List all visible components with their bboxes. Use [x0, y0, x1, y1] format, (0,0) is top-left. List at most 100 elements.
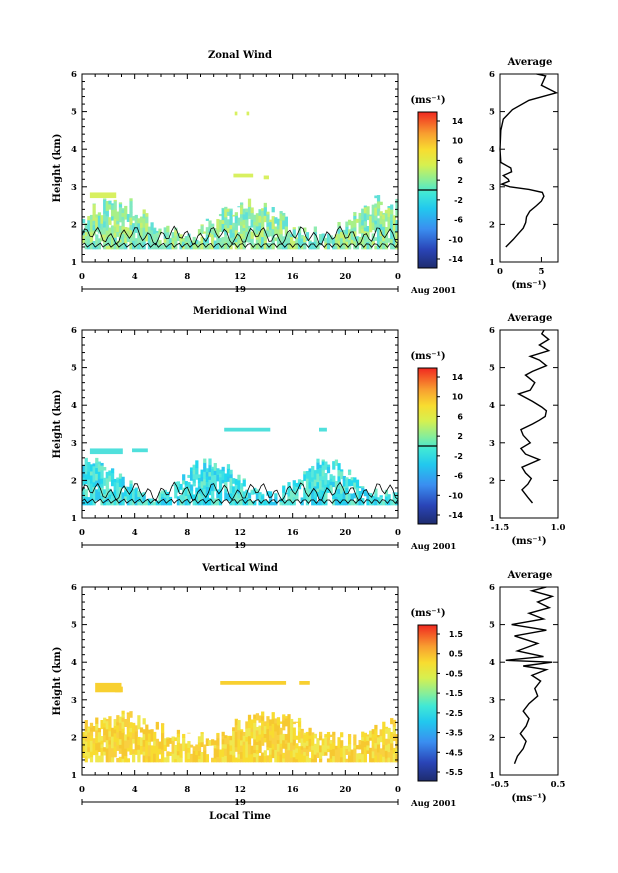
data-cell — [216, 474, 220, 482]
data-cell — [384, 209, 389, 214]
data-cell — [113, 244, 117, 250]
data-cell — [121, 492, 125, 500]
data-cell — [155, 738, 159, 747]
data-cell — [321, 486, 325, 491]
data-cell — [84, 458, 88, 466]
data-cell — [121, 728, 125, 733]
data-cell — [392, 756, 396, 763]
data-cell — [340, 469, 344, 472]
data-cell — [266, 746, 270, 751]
data-cell — [255, 220, 260, 227]
data-cell — [240, 496, 244, 506]
data-cell — [218, 213, 223, 217]
data-cell — [179, 494, 183, 500]
data-cell — [384, 744, 389, 751]
data-cell — [134, 217, 138, 227]
data-cell — [203, 471, 207, 480]
data-cell — [110, 244, 115, 250]
data-cell — [221, 466, 225, 472]
data-cell — [350, 749, 354, 754]
y-tick-label: 4 — [71, 145, 77, 155]
data-cell — [337, 481, 341, 489]
data-cell — [261, 736, 265, 746]
data-cell — [387, 738, 391, 744]
data-cell — [371, 738, 375, 747]
data-cell — [116, 745, 120, 751]
data-cell — [224, 488, 228, 493]
data-cell — [100, 483, 104, 488]
data-cell — [268, 219, 273, 223]
data-cell — [216, 225, 220, 230]
data-cell — [182, 733, 186, 738]
data-cell — [355, 236, 360, 241]
data-cell — [237, 217, 241, 226]
data-cell — [240, 204, 244, 208]
data-cell — [316, 501, 320, 506]
data-cell — [118, 730, 123, 740]
data-cell — [268, 229, 273, 237]
data-cell — [358, 758, 362, 763]
data-cell — [97, 484, 102, 492]
data-cell — [229, 210, 233, 217]
data-cell — [290, 498, 294, 503]
data-cell — [147, 729, 152, 734]
data-cell — [255, 489, 260, 494]
data-cell — [108, 488, 112, 495]
data-cell — [103, 466, 107, 471]
data-cell — [205, 227, 209, 231]
data-cell — [329, 478, 333, 482]
data-cell — [220, 681, 287, 685]
data-cell — [121, 240, 125, 250]
data-cell — [179, 757, 183, 763]
data-cell — [95, 457, 99, 463]
data-cell — [208, 226, 212, 230]
data-cell — [390, 238, 394, 243]
data-cell — [118, 747, 123, 754]
data-cell — [319, 751, 323, 759]
profile-x-tick-label: 0.5 — [551, 780, 566, 790]
x-tick-label: 20 — [339, 785, 351, 795]
data-cell — [369, 747, 373, 755]
data-cell — [329, 758, 333, 763]
profile-y-tick-label: 5 — [489, 364, 495, 374]
data-cell — [234, 484, 238, 494]
data-cell — [137, 744, 141, 750]
data-cell — [84, 740, 88, 750]
data-cell — [319, 485, 323, 490]
data-cell — [247, 497, 252, 506]
data-cell — [118, 232, 123, 237]
data-cell — [345, 758, 349, 763]
data-cell — [155, 745, 159, 754]
data-cell — [313, 479, 317, 487]
data-cell — [213, 470, 217, 475]
zero-contour — [81, 481, 399, 502]
data-cell — [110, 479, 115, 487]
data-cell — [126, 758, 130, 763]
data-cell — [258, 234, 262, 244]
data-cell — [179, 244, 183, 250]
data-cell — [382, 218, 386, 227]
data-cell — [142, 227, 146, 236]
data-cell — [95, 467, 99, 474]
data-cell — [232, 492, 236, 499]
data-cell — [313, 489, 317, 498]
data-cell — [105, 493, 109, 498]
data-cell — [113, 212, 117, 220]
data-cell — [353, 482, 357, 490]
data-cell — [324, 499, 328, 506]
data-cell — [284, 739, 288, 744]
data-cell — [100, 754, 104, 763]
data-cell — [258, 744, 262, 753]
data-cell — [129, 236, 133, 242]
data-cell — [208, 475, 212, 480]
data-cell — [332, 748, 336, 757]
data-cell — [255, 229, 260, 235]
data-cell — [89, 464, 94, 467]
data-cell — [247, 714, 252, 720]
data-cell — [161, 752, 165, 759]
data-cell — [179, 743, 183, 752]
data-cell — [353, 492, 357, 499]
data-cell — [311, 732, 315, 735]
data-cell — [226, 208, 231, 212]
data-cell — [95, 489, 99, 495]
